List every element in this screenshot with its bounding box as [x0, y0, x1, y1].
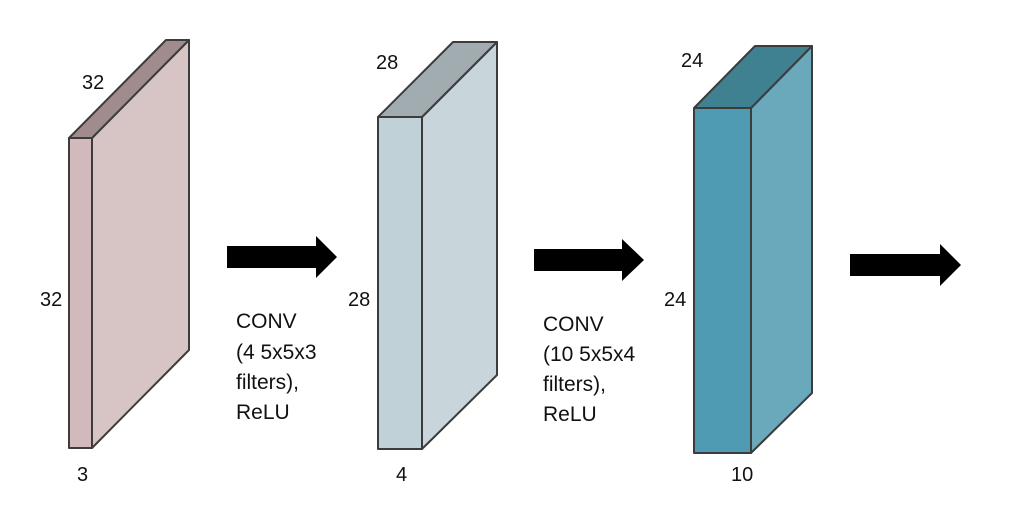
volume-1-height-label: 32 [40, 289, 62, 311]
right-arrow-icon [227, 236, 337, 278]
volume-1 [68, 39, 190, 449]
volume-3-front-face [693, 107, 752, 454]
operation-2-line: CONV [543, 313, 604, 336]
volume-2-width-label: 4 [396, 464, 407, 486]
volume-3-width-label: 10 [731, 464, 753, 486]
right-arrow-icon [534, 239, 644, 281]
volume-2-height-label: 28 [348, 289, 370, 311]
operation-2-label: CONV (10 5x5x4 filters), ReLU [543, 313, 636, 426]
operation-1-line: filters), [236, 371, 299, 394]
operation-2-line: filters), [543, 373, 606, 396]
operation-1-line: CONV [236, 310, 297, 333]
operation-1-label: CONV (4 5x5x3 filters), ReLU [236, 310, 317, 424]
operation-1-line: ReLU [236, 401, 290, 424]
right-arrow-icon [850, 244, 961, 286]
volume-1-depth-label: 32 [82, 72, 104, 94]
volume-3 [693, 45, 813, 454]
volume-3-depth-label: 24 [681, 50, 703, 72]
volume-2-front-face [377, 116, 423, 450]
volume-2 [377, 41, 498, 450]
operation-2-line: ReLU [543, 403, 597, 426]
volume-3-side-face [750, 45, 813, 454]
operation-1-line: (4 5x5x3 [236, 341, 317, 364]
volume-3-height-label: 24 [664, 289, 686, 311]
volume-2-depth-label: 28 [376, 52, 398, 74]
volume-1-width-label: 3 [77, 464, 88, 486]
operation-2-line: (10 5x5x4 [543, 343, 636, 366]
volume-1-front-face [68, 137, 93, 449]
